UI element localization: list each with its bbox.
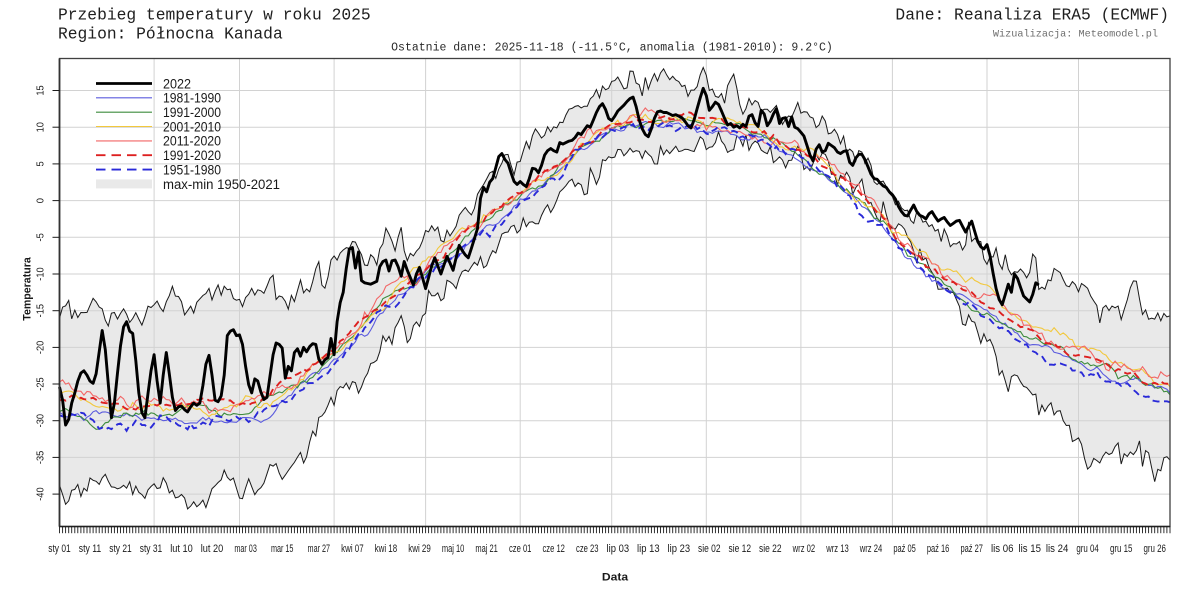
svg-text:-20: -20	[36, 340, 47, 354]
svg-text:1951-1980: 1951-1980	[163, 162, 221, 177]
svg-text:wrz 13: wrz 13	[826, 543, 849, 555]
svg-text:-25: -25	[36, 377, 47, 391]
svg-text:sie 02: sie 02	[698, 543, 721, 555]
svg-text:10: 10	[36, 122, 47, 133]
svg-text:lis 15: lis 15	[1018, 543, 1041, 555]
svg-text:lip 03: lip 03	[607, 543, 630, 555]
svg-text:2011-2020: 2011-2020	[163, 134, 221, 149]
svg-text:wrz 24: wrz 24	[859, 543, 882, 555]
svg-text:-40: -40	[36, 487, 47, 501]
svg-text:maj 21: maj 21	[475, 543, 498, 555]
svg-text:-15: -15	[36, 304, 47, 318]
svg-text:Temperatura: Temperatura	[22, 256, 34, 320]
svg-text:-5: -5	[36, 233, 47, 242]
svg-text:1981-1990: 1981-1990	[163, 91, 221, 106]
svg-text:-35: -35	[36, 450, 47, 464]
svg-text:-10: -10	[36, 267, 47, 281]
svg-text:Data: Data	[602, 572, 629, 584]
svg-text:lis 06: lis 06	[991, 543, 1014, 555]
svg-text:wrz 02: wrz 02	[792, 543, 815, 555]
svg-text:mar 03: mar 03	[234, 543, 257, 555]
svg-text:1991-2020: 1991-2020	[163, 148, 221, 163]
svg-text:5: 5	[36, 161, 47, 166]
svg-text:lut 10: lut 10	[170, 543, 193, 555]
svg-text:sie 12: sie 12	[729, 543, 752, 555]
svg-text:lip 13: lip 13	[637, 543, 660, 555]
svg-text:sty 11: sty 11	[79, 543, 102, 555]
svg-text:15: 15	[36, 85, 47, 96]
svg-text:0: 0	[36, 198, 47, 203]
svg-text:sty 01: sty 01	[48, 543, 71, 555]
svg-text:cze 01: cze 01	[509, 543, 532, 555]
svg-text:maj 10: maj 10	[442, 543, 465, 555]
svg-text:Przebieg temperatury w roku 20: Przebieg temperatury w roku 2025	[58, 6, 371, 25]
svg-text:mar 27: mar 27	[308, 543, 331, 555]
svg-text:gru 04: gru 04	[1076, 543, 1099, 555]
svg-text:Wizualizacja: Meteomodel.pl: Wizualizacja: Meteomodel.pl	[993, 29, 1158, 41]
svg-text:kwi 18: kwi 18	[375, 543, 398, 555]
svg-text:lut 20: lut 20	[201, 543, 224, 555]
svg-text:gru 15: gru 15	[1110, 543, 1133, 555]
svg-text:sty 31: sty 31	[140, 543, 163, 555]
svg-text:-30: -30	[36, 414, 47, 428]
svg-text:kwi 29: kwi 29	[408, 543, 431, 555]
svg-text:gru 26: gru 26	[1143, 543, 1166, 555]
svg-text:cze 12: cze 12	[542, 543, 565, 555]
svg-text:sty 21: sty 21	[109, 543, 132, 555]
svg-text:Dane: Reanaliza ERA5 (ECMWF): Dane: Reanaliza ERA5 (ECMWF)	[895, 6, 1169, 25]
svg-text:1991-2000: 1991-2000	[163, 105, 221, 120]
svg-text:paź 05: paź 05	[893, 543, 916, 555]
svg-text:paź 16: paź 16	[927, 543, 950, 555]
svg-text:lip 23: lip 23	[668, 543, 691, 555]
svg-text:Region: Północna Kanada: Region: Północna Kanada	[58, 25, 283, 44]
svg-text:lis 24: lis 24	[1046, 543, 1069, 555]
svg-text:kwi 07: kwi 07	[341, 543, 364, 555]
svg-text:Ostatnie dane: 2025-11-18 (-11: Ostatnie dane: 2025-11-18 (-11.5°C, anom…	[391, 42, 833, 55]
svg-text:max-min 1950-2021: max-min 1950-2021	[163, 177, 280, 192]
svg-text:2022: 2022	[163, 76, 191, 91]
svg-text:paź 27: paź 27	[960, 543, 983, 555]
svg-text:2001-2010: 2001-2010	[163, 119, 221, 134]
svg-text:cze 23: cze 23	[576, 543, 599, 555]
svg-text:sie 22: sie 22	[759, 543, 782, 555]
svg-text:mar 15: mar 15	[271, 543, 294, 555]
